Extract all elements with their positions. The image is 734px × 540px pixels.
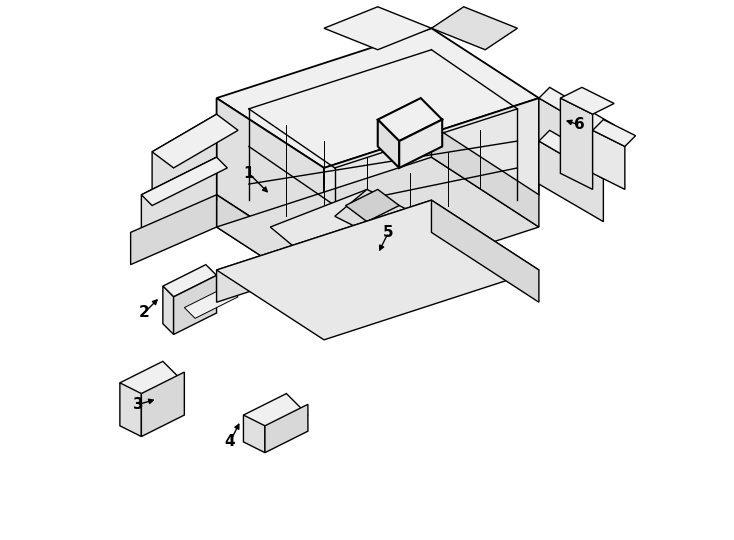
Circle shape bbox=[494, 123, 498, 127]
Polygon shape bbox=[346, 190, 399, 221]
Polygon shape bbox=[324, 7, 432, 50]
Text: 1: 1 bbox=[244, 166, 254, 181]
Polygon shape bbox=[335, 190, 432, 248]
Polygon shape bbox=[217, 98, 324, 265]
Polygon shape bbox=[217, 200, 432, 302]
Polygon shape bbox=[539, 130, 614, 179]
Circle shape bbox=[279, 177, 283, 181]
Circle shape bbox=[376, 177, 380, 181]
Polygon shape bbox=[244, 394, 308, 436]
Polygon shape bbox=[399, 119, 442, 168]
Polygon shape bbox=[539, 87, 614, 136]
Polygon shape bbox=[131, 195, 217, 265]
Polygon shape bbox=[217, 195, 324, 297]
Polygon shape bbox=[142, 372, 184, 436]
Polygon shape bbox=[432, 200, 539, 302]
Polygon shape bbox=[270, 190, 399, 254]
Polygon shape bbox=[184, 286, 238, 319]
Polygon shape bbox=[120, 361, 184, 404]
Polygon shape bbox=[142, 157, 217, 238]
Polygon shape bbox=[560, 98, 592, 190]
Text: 3: 3 bbox=[134, 397, 144, 412]
Circle shape bbox=[376, 123, 380, 127]
Polygon shape bbox=[539, 98, 603, 179]
Polygon shape bbox=[217, 157, 539, 297]
Polygon shape bbox=[432, 7, 517, 50]
Polygon shape bbox=[592, 130, 625, 190]
Polygon shape bbox=[163, 265, 217, 297]
Polygon shape bbox=[560, 87, 614, 114]
Circle shape bbox=[472, 80, 476, 84]
Text: 5: 5 bbox=[383, 225, 394, 240]
Polygon shape bbox=[378, 98, 442, 141]
Text: 6: 6 bbox=[574, 118, 584, 132]
Polygon shape bbox=[217, 200, 539, 340]
Polygon shape bbox=[432, 125, 539, 227]
Polygon shape bbox=[217, 28, 539, 168]
Polygon shape bbox=[244, 415, 265, 453]
Polygon shape bbox=[120, 383, 142, 436]
Polygon shape bbox=[539, 141, 603, 221]
Circle shape bbox=[472, 177, 476, 181]
Polygon shape bbox=[378, 119, 399, 168]
Circle shape bbox=[365, 58, 369, 63]
Polygon shape bbox=[265, 404, 308, 453]
Polygon shape bbox=[174, 275, 217, 334]
Polygon shape bbox=[152, 114, 217, 195]
Polygon shape bbox=[324, 98, 539, 265]
Polygon shape bbox=[142, 157, 228, 206]
Text: 2: 2 bbox=[139, 306, 150, 320]
Polygon shape bbox=[163, 286, 174, 334]
Circle shape bbox=[258, 133, 262, 138]
Circle shape bbox=[258, 91, 262, 95]
Polygon shape bbox=[152, 114, 238, 168]
Polygon shape bbox=[592, 119, 636, 146]
Text: 4: 4 bbox=[225, 434, 236, 449]
